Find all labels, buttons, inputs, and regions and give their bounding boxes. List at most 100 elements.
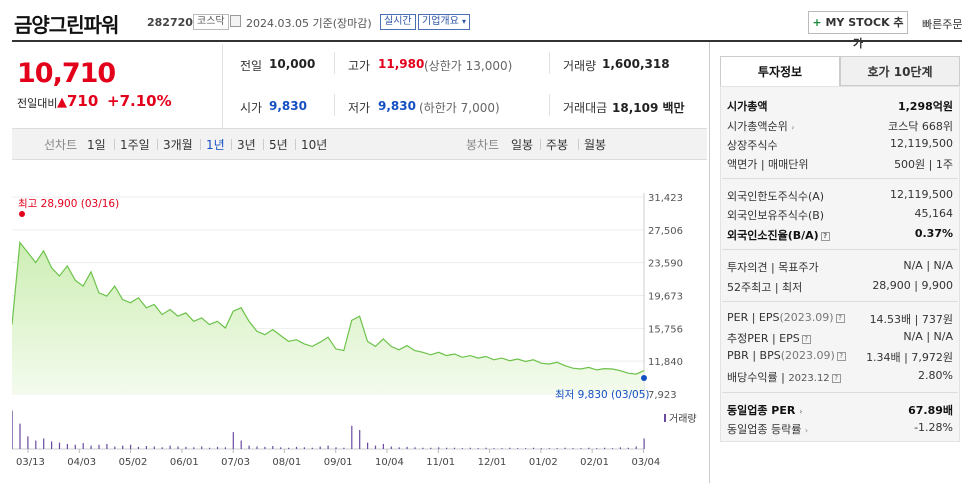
volume-bar [264,446,266,449]
volume-bar [525,448,527,449]
period-3[interactable]: 1년 [206,138,225,152]
volume-bar [311,447,313,449]
x-tick-label: 04/03 [67,457,96,468]
change-percent: +7.10% [107,92,172,110]
period-0[interactable]: 1일 [87,138,106,152]
volume-bar [248,445,250,449]
per-eps-label: PER | EPS(2023.09)? [727,311,845,324]
period-2[interactable]: 3개월 [163,138,193,152]
amount-label: 거래대금 [563,101,608,115]
company-info-label: 기업개요 [422,16,459,27]
volume-bar [98,444,100,449]
prev-close-label: 전일 [240,59,263,73]
price-divider [222,44,223,128]
volume-bar [58,442,61,449]
period-4[interactable]: 3년 [237,138,256,152]
pbr-bps-value: 1.34배 | 7,972원 [866,351,953,364]
volume-bar [130,444,132,449]
x-tick-label: 12/01 [478,457,507,468]
x-tick-label: 05/02 [119,457,148,468]
volume-bar [106,443,108,449]
help-icon[interactable]: ? [835,313,845,323]
quick-order-link[interactable]: 빠른주문 [922,18,963,31]
volume-bar [374,445,377,449]
volume-legend-label: 거래량 [669,413,697,425]
tab-invest-info[interactable]: 투자정보 [720,56,840,86]
help-icon[interactable]: ? [820,231,830,241]
cap-rank-label: 시가총액순위 [727,120,788,133]
pbr-bps-label: PBR | BPS(2023.09)? [727,349,846,362]
market-cap-label: 시가총액 [727,100,768,113]
amount-value: 18,109 백만 [612,99,685,116]
volume-bar [122,445,124,449]
volume-bar [169,445,171,449]
add-mystock-label: MY STOCK 추가 [825,16,904,50]
sector-chg-link[interactable]: 동일업종 등락률 › [727,421,808,437]
stock-code: 282720 [147,16,193,29]
volume-bar [232,432,234,449]
line-chart-label: 선차트 [44,138,78,152]
add-mystock-button[interactable]: + MY STOCK 추가 [808,11,908,50]
candle-period-1[interactable]: 주봉 [546,138,569,152]
volume-bar [548,448,550,449]
help-icon[interactable]: ? [836,351,846,361]
volume-bar [477,448,479,449]
change-amount-value: 710 [67,92,99,110]
volume-bar [303,447,305,449]
chevron-right-icon: › [804,426,809,435]
shares-label: 상장주식수 [727,139,778,152]
period-6[interactable]: 10년 [301,138,328,152]
volume-bar [153,446,155,449]
up-triangle-icon: ▲ [57,95,67,110]
x-tick-label: 10/04 [375,457,404,468]
period-5[interactable]: 5년 [269,138,288,152]
volume-bar [643,438,645,449]
volume-bar [588,447,590,449]
volume-bar [201,446,203,449]
volume-bar [564,447,566,449]
realtime-button[interactable]: 실시간 [380,14,416,30]
cap-rank-link[interactable]: 시가총액순위 › [727,118,794,134]
quote-divider [549,94,550,116]
div-value: 2.80% [918,369,953,382]
per-eps-year: (2023.09) [779,311,834,324]
info-separator [722,392,958,393]
volume-bar [493,448,495,449]
volume-bar [114,446,116,449]
div-year: 2023.12 [788,373,830,384]
candle-period-0[interactable]: 일봉 [511,138,534,152]
sector-per-link[interactable]: 동일업종 PER › [727,402,803,418]
volume-bar [161,447,163,449]
tab-hoga-10[interactable]: 호가 10단계 [840,56,960,86]
volume-bar [359,430,361,449]
price-area [12,242,644,394]
x-tick-label: 03/13 [16,457,45,468]
quote-divider [334,52,335,74]
plus-icon: + [812,16,822,29]
price-line[interactable] [12,240,645,375]
quote-divider [334,94,335,116]
volume-bar [572,448,574,449]
company-info-dropdown[interactable]: 기업개요 ▾ [418,14,471,30]
est-text: 추정PER | EPS [727,332,800,345]
y-tick-label: 15,756 [648,324,683,335]
high-label: 고가 [348,59,371,73]
volume-bar [256,446,258,449]
price-chart[interactable]: 31,423 27,506 23,590 19,673 15,756 11,840 7,92… [12,187,707,483]
par-label: 액면가 | 매매단위 [727,158,809,171]
volume-bar [382,443,384,449]
y-tick-label: 23,590 [648,259,683,270]
high-marker [19,211,25,217]
period-1[interactable]: 1주일 [120,138,150,152]
help-icon[interactable]: ? [831,373,841,383]
help-icon[interactable]: ? [801,334,811,344]
y-tick-label: 31,423 [648,193,683,204]
x-tick-label: 08/01 [272,457,301,468]
volume-bar [532,447,535,449]
low-value: 9,830 [378,99,416,113]
foreign-limit-label: 외국인한도주식수(A) [727,190,825,203]
sector-per-label: 동일업종 PER [727,404,796,417]
volume-bar [414,447,416,449]
div-text: 배당수익률 [727,371,778,384]
candle-period-2[interactable]: 월봉 [584,138,607,152]
